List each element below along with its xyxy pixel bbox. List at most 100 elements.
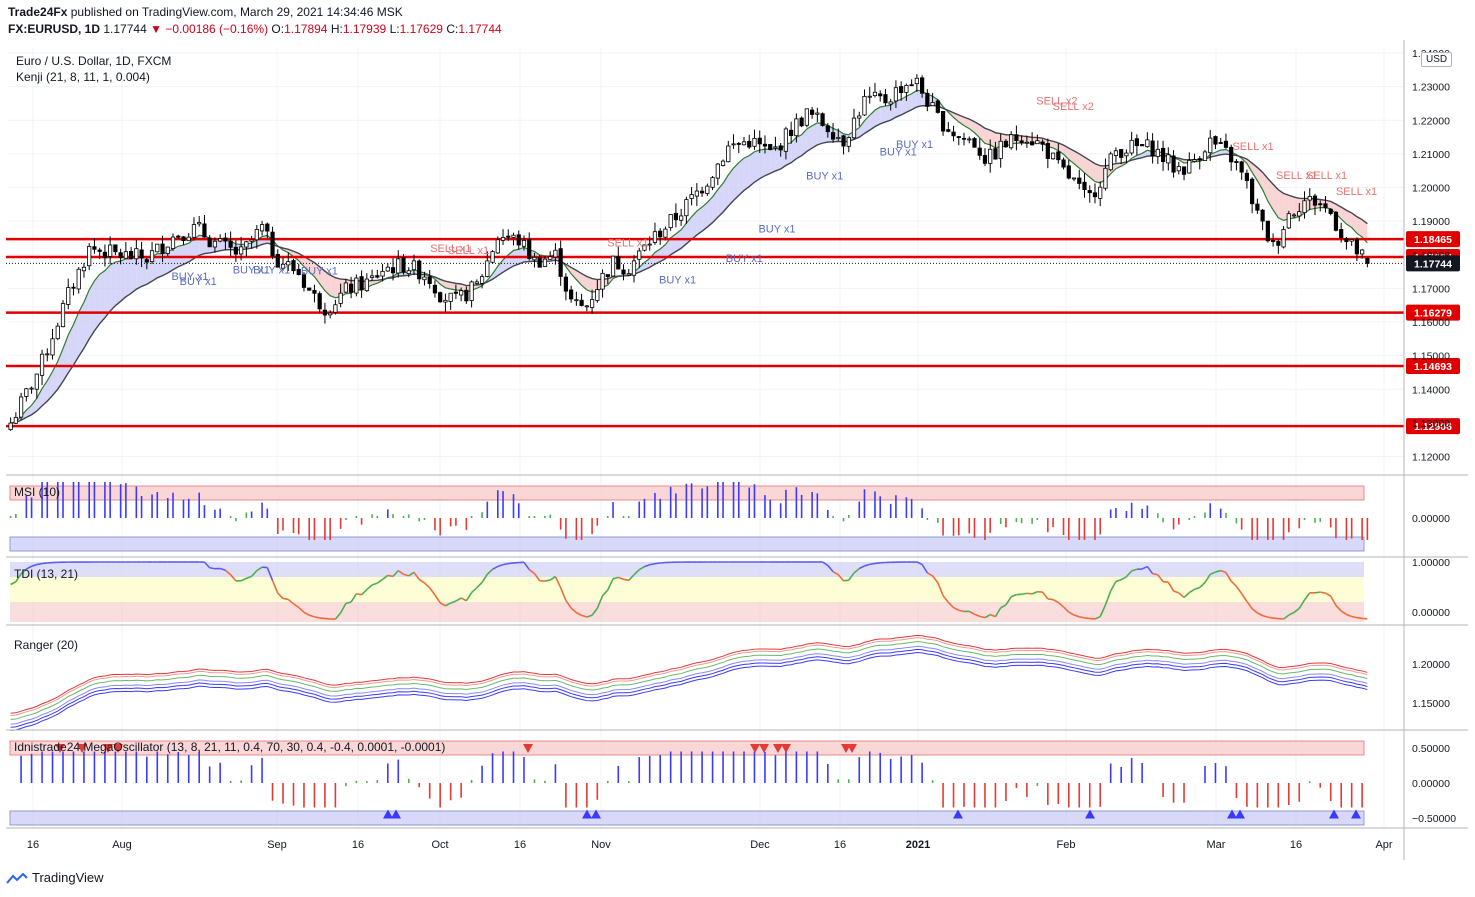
high-label: H:: [330, 22, 343, 36]
candle-body: [87, 246, 92, 267]
candle-body: [1087, 190, 1092, 194]
y-tick-label: 1.21000: [1412, 149, 1450, 161]
candle-body: [280, 263, 286, 269]
candle-body: [1286, 213, 1291, 229]
tdi-line: [1115, 578, 1122, 583]
candle-body: [658, 230, 663, 238]
ribbon-segment: [571, 267, 577, 280]
candle-body: [841, 135, 846, 147]
candle-body: [317, 293, 322, 310]
ribbon-segment: [518, 247, 524, 265]
tdi-line: [1125, 570, 1133, 578]
ribbon-segment: [801, 128, 807, 156]
candle-body: [720, 160, 726, 166]
ohlc-header: FX:EURUSD, 1D 1.17744 ▼ −0.00186 (−0.16%…: [8, 22, 502, 36]
ribbon-segment: [89, 280, 95, 340]
tdi-line: [25, 565, 32, 570]
sell-triangle-marker: [55, 744, 65, 753]
tdi-line: [429, 587, 436, 596]
publisher-name[interactable]: Trade24Fx: [8, 5, 68, 19]
x-tick-label: 16: [352, 839, 364, 851]
ranger-line: [10, 641, 1368, 720]
ribbon-segment: [94, 274, 100, 331]
candle-body: [1255, 203, 1260, 211]
chart-title: Euro / U.S. Dollar, 1D, FXCM: [16, 54, 172, 68]
candle-body: [1281, 229, 1286, 248]
candle-body: [1229, 146, 1234, 163]
tdi-line: [298, 606, 305, 613]
candle-body: [307, 287, 312, 291]
ribbon-segment: [125, 258, 132, 297]
low-value: 1.17629: [399, 22, 443, 36]
ribbon-segment: [1267, 178, 1274, 210]
x-tick-label: Nov: [591, 839, 611, 851]
tdi-line: [869, 562, 876, 566]
ribbon-segment: [251, 240, 257, 249]
tdi-line: [361, 588, 368, 596]
footer-brand[interactable]: TradingView: [6, 870, 104, 885]
ribbon-segment: [136, 256, 142, 290]
candle-body: [1124, 152, 1129, 157]
tdi-line: [10, 581, 17, 586]
y-tick-label: 1.16000: [1412, 317, 1450, 329]
candle-body: [511, 234, 516, 238]
candle-body: [762, 143, 768, 147]
tdi-line: [618, 576, 624, 581]
candle-body: [1108, 153, 1113, 171]
candle-body: [1145, 139, 1150, 148]
kenji-indicator-label[interactable]: Kenji (21, 8, 11, 1, 0.004): [16, 70, 150, 84]
candle-body: [1333, 211, 1339, 231]
candle-body: [155, 243, 160, 253]
candle-body: [453, 291, 458, 294]
candle-body: [679, 215, 684, 221]
candle-body: [631, 260, 637, 276]
msi-label[interactable]: MSI (10): [14, 485, 61, 499]
ribbon-segment: [104, 264, 111, 318]
x-tick-label: Aug: [112, 839, 132, 851]
candle-body: [804, 108, 809, 126]
candle-body: [1150, 140, 1155, 157]
candle-body: [595, 289, 600, 301]
ribbon-segment: [702, 202, 708, 232]
candle-body: [637, 250, 642, 260]
ranger-label[interactable]: Ranger (20): [14, 638, 79, 652]
buy-triangle-marker: [1329, 809, 1339, 819]
candle-body: [768, 144, 773, 151]
candle-body: [1119, 149, 1124, 158]
tdi-label[interactable]: TDI (13, 21): [14, 567, 79, 581]
candle-body: [1082, 181, 1087, 190]
candle-body: [212, 240, 218, 248]
ribbon-segment: [445, 281, 451, 290]
ribbon-segment: [717, 183, 724, 218]
candle-body: [961, 137, 967, 140]
currency-badge[interactable]: USD: [1421, 52, 1453, 67]
candle-body: [752, 138, 757, 147]
candle-body: [652, 231, 658, 243]
grid-layer: [8, 48, 1404, 828]
candle-body: [464, 289, 469, 302]
tdi-line: [392, 570, 399, 577]
buy-signal-label: BUY x1: [233, 264, 270, 276]
ranger-line: [10, 637, 1368, 717]
candle-body: [291, 260, 296, 272]
mega-oscillator-label[interactable]: Idnistrade24 MegaOscillator (13, 8, 21, …: [14, 740, 446, 754]
footer-brand-text: TradingView: [32, 870, 104, 885]
ribbon-segment: [1063, 145, 1069, 160]
ribbon-segment: [1346, 210, 1352, 228]
candle-body: [296, 268, 301, 275]
candle-body: [228, 240, 233, 248]
candle-body: [349, 283, 354, 293]
ribbon-segment: [723, 174, 729, 213]
candle-body: [459, 290, 464, 296]
sell-triangle-marker: [773, 744, 783, 753]
x-tick-label: 16: [514, 839, 526, 851]
candle-body: [18, 396, 24, 418]
tdi-line: [502, 562, 509, 566]
candle-body: [914, 77, 919, 85]
candle-body: [1234, 161, 1239, 164]
tdi-line: [979, 615, 986, 619]
candle-body: [364, 278, 369, 292]
ribbon-segment: [586, 276, 593, 293]
candle-body: [411, 260, 417, 271]
